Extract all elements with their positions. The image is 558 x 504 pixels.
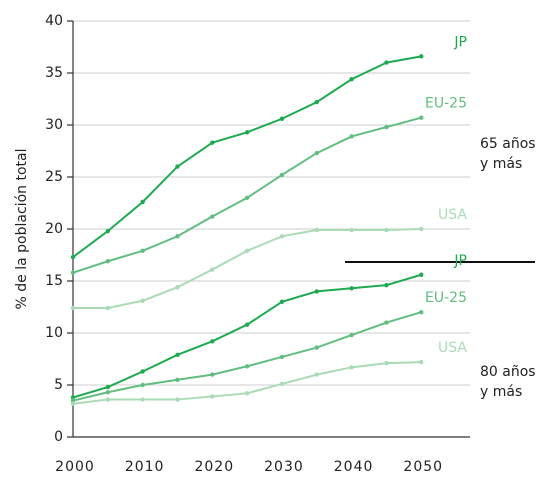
point [210, 267, 215, 272]
x-tick-label: 2040 [334, 459, 374, 475]
point [314, 372, 319, 377]
point [175, 285, 180, 290]
y-tick-label: 35 [45, 65, 63, 81]
point [175, 352, 180, 358]
point [419, 54, 424, 59]
y-tick-label: 40 [45, 13, 63, 29]
line [73, 228, 422, 310]
point [419, 359, 424, 365]
annotation: 80 años [480, 364, 536, 380]
point [349, 227, 354, 233]
y-tick-label: 10 [45, 325, 63, 341]
point [244, 195, 250, 200]
point [384, 320, 389, 325]
point [314, 150, 319, 156]
point [175, 377, 180, 382]
point [419, 115, 424, 120]
point [349, 134, 354, 139]
point [314, 289, 319, 294]
point [210, 140, 215, 145]
x-tick-label: 2050 [403, 459, 443, 475]
point [70, 395, 76, 400]
line [72, 273, 422, 399]
point [314, 345, 319, 350]
point [349, 332, 354, 338]
point [279, 381, 285, 387]
y-tick-label: 20 [45, 221, 63, 237]
y-tick-label: 15 [45, 273, 63, 289]
point [70, 401, 76, 406]
point [419, 310, 424, 315]
point [349, 286, 354, 291]
point [244, 391, 250, 396]
point [384, 282, 389, 288]
point [244, 322, 250, 327]
point [175, 397, 180, 402]
point [105, 397, 111, 402]
point [419, 226, 424, 232]
y-tick-label: 30 [45, 117, 63, 133]
point [314, 99, 319, 105]
point [140, 382, 145, 388]
line [72, 55, 422, 258]
point [210, 214, 215, 219]
point [70, 305, 76, 311]
series-label: EU-25 [425, 96, 467, 112]
point [70, 254, 76, 260]
point [279, 172, 285, 178]
point [105, 305, 111, 311]
point [210, 339, 215, 344]
series-label: JP [453, 253, 467, 269]
point [244, 248, 250, 254]
point [384, 60, 389, 65]
point [279, 234, 285, 239]
point [244, 130, 250, 135]
series-label: JP [453, 34, 467, 50]
point [244, 364, 250, 369]
annotation: y más [480, 156, 522, 172]
annotation: 65 años [480, 136, 536, 152]
point [140, 248, 145, 254]
point [175, 234, 180, 239]
point [279, 354, 285, 360]
point [140, 369, 145, 374]
point [279, 299, 285, 304]
point [384, 227, 389, 233]
x-tick-label: 2010 [125, 459, 165, 475]
point [384, 360, 389, 366]
y-axis-label: % de la población total [14, 149, 30, 310]
point [210, 372, 215, 377]
x-tick-label: 2030 [264, 459, 304, 475]
series-label: USA [438, 340, 467, 356]
point [140, 298, 145, 303]
point [210, 394, 215, 399]
series-label: USA [438, 207, 467, 223]
point [314, 227, 319, 233]
point [105, 228, 111, 234]
point [384, 124, 389, 130]
point [105, 259, 111, 264]
series-label: EU-25 [425, 290, 467, 306]
point [140, 199, 145, 205]
y-tick-label: 25 [45, 169, 63, 185]
point [105, 390, 111, 395]
point [105, 384, 111, 390]
point [349, 77, 354, 82]
point [70, 270, 76, 275]
point [70, 398, 76, 403]
point [349, 365, 354, 370]
y-tick-label: 0 [54, 429, 63, 445]
point [140, 397, 145, 402]
x-tick-label: 2020 [194, 459, 234, 475]
y-tick-label: 5 [54, 377, 63, 393]
point [175, 164, 180, 169]
point [419, 272, 424, 277]
point [279, 116, 285, 121]
annotation: y más [480, 384, 522, 400]
x-tick-label: 2000 [55, 459, 95, 475]
